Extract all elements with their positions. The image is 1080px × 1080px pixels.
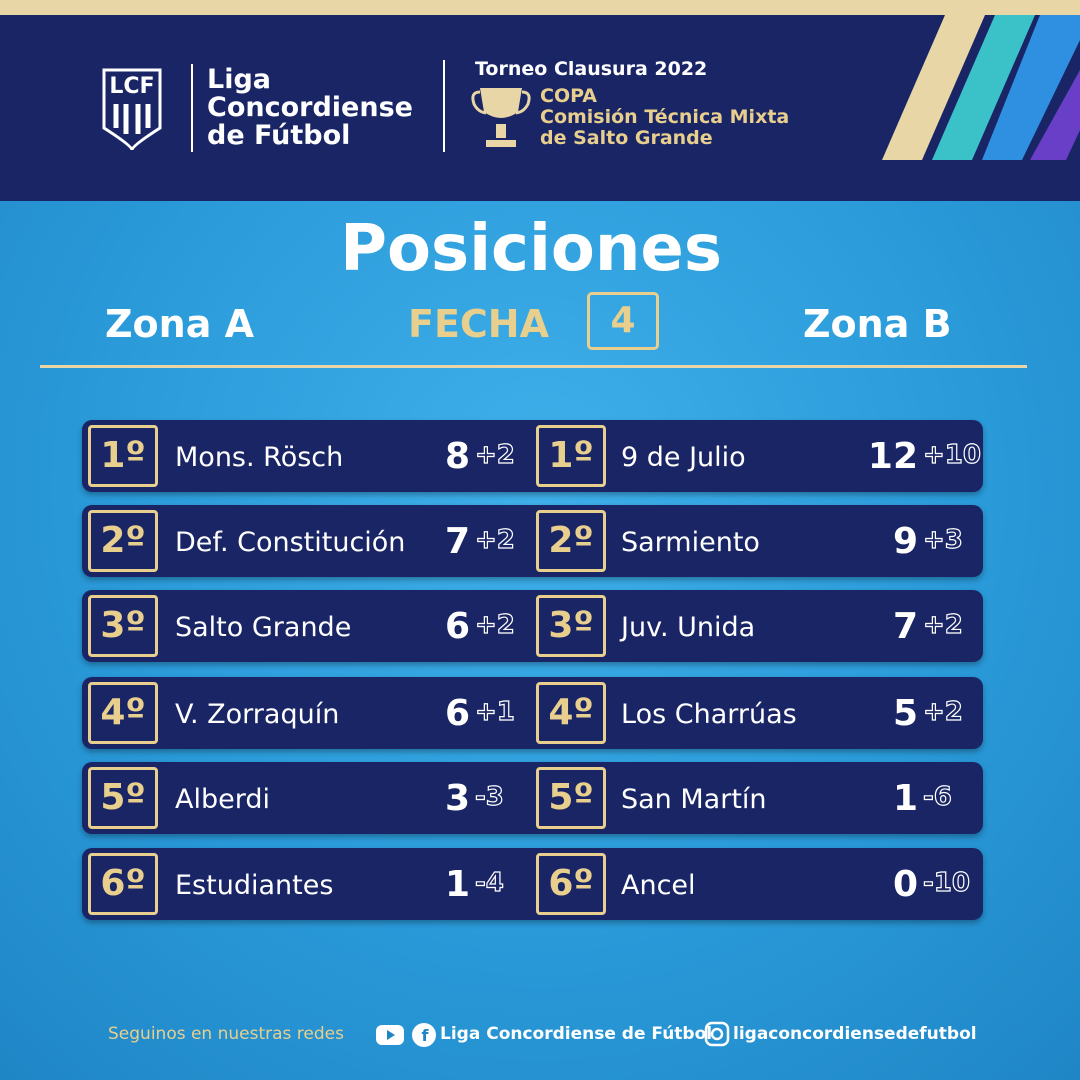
goal-difference: -6: [922, 781, 952, 812]
goal-difference: +2: [474, 609, 515, 640]
title: Posiciones: [340, 212, 722, 286]
points: 6: [444, 606, 470, 647]
position: 4º: [88, 682, 158, 744]
team-name: Def. Constitución: [175, 527, 406, 558]
standings-row: 6º Estudiantes 1 -4 6º Ancel 0 -10: [82, 848, 983, 920]
points: 5: [892, 693, 918, 734]
standings-row: 4º V. Zorraquín 6 +1 4º Los Charrúas 5 +2: [82, 677, 983, 749]
goal-difference: +1: [474, 696, 515, 727]
team-name: Estudiantes: [175, 870, 334, 901]
position: 1º: [536, 425, 606, 487]
points: 1: [444, 864, 470, 905]
rule: [40, 365, 1027, 368]
goal-difference: +10: [922, 439, 981, 470]
points: 12: [867, 436, 918, 477]
points: 0: [892, 864, 918, 905]
goal-difference: +2: [922, 609, 963, 640]
position: 3º: [88, 595, 158, 657]
team-name: Alberdi: [175, 784, 270, 815]
instagram-handle: ligaconcordiensedefutbol: [733, 1024, 977, 1044]
goal-difference: +2: [474, 439, 515, 470]
round-label: FECHA: [408, 302, 550, 346]
team-name: Mons. Rösch: [175, 442, 344, 473]
team-name: Juv. Unida: [621, 612, 756, 643]
header: [0, 15, 1080, 201]
zone-label: Zona B: [803, 302, 952, 346]
footer-text: Seguinos en nuestras redes: [108, 1024, 344, 1044]
divider: [443, 60, 445, 152]
team-name: Los Charrúas: [621, 699, 797, 730]
position: 5º: [536, 767, 606, 829]
standings-row: 5º Alberdi 3 -3 5º San Martín 1 -6: [82, 762, 983, 834]
points: 7: [892, 606, 918, 647]
league-line: Concordiense: [207, 92, 413, 123]
svg-text:f: f: [422, 1026, 430, 1045]
team-name: 9 de Julio: [621, 442, 746, 473]
top-strip: [0, 0, 1080, 15]
team-name: V. Zorraquín: [175, 699, 340, 730]
points: 3: [444, 778, 470, 819]
league-line: de Fútbol: [207, 120, 351, 151]
points: 6: [444, 693, 470, 734]
position: 4º: [536, 682, 606, 744]
position: 6º: [536, 853, 606, 915]
facebook-name: Liga Concordiense de Fútbol: [440, 1024, 713, 1044]
cup-line: Comisión Técnica Mixta: [540, 106, 790, 128]
zone-label: Zona A: [105, 302, 254, 346]
team-name: San Martín: [621, 784, 767, 815]
points: 1: [892, 778, 918, 819]
social-icons: f: [376, 1023, 436, 1047]
standings-row: 1º Mons. Rösch 8 +2 1º 9 de Julio 12 +10: [82, 420, 983, 492]
position: 5º: [88, 767, 158, 829]
goal-difference: +2: [922, 696, 963, 727]
standings-row: 3º Salto Grande 6 +2 3º Juv. Unida 7 +2: [82, 590, 983, 662]
goal-difference: -3: [474, 781, 504, 812]
league-name: Liga Concordiense de Fútbol: [207, 66, 413, 150]
goal-difference: +2: [474, 524, 515, 555]
logo-text: LCF: [109, 74, 154, 99]
round-number: 4: [587, 292, 659, 350]
position: 1º: [88, 425, 158, 487]
goal-difference: -10: [922, 867, 970, 898]
header-art: LCF: [102, 15, 1080, 160]
points: 8: [444, 436, 470, 477]
cup-line: de Salto Grande: [540, 127, 713, 149]
team-name: Salto Grande: [175, 612, 352, 643]
position: 6º: [88, 853, 158, 915]
instagram-icon: [704, 1021, 730, 1047]
tournament: Torneo Clausura 2022: [475, 58, 708, 80]
position: 3º: [536, 595, 606, 657]
league-line: Liga: [207, 64, 272, 95]
divider: [191, 64, 193, 152]
team-name: Sarmiento: [621, 527, 760, 558]
cup-line: COPA: [540, 85, 597, 107]
points: 9: [892, 521, 918, 562]
cup-name: COPA Comisión Técnica Mixta de Salto Gra…: [540, 86, 789, 149]
standings-row: 2º Def. Constitución 7 +2 2º Sarmiento 9 +3: [82, 505, 983, 577]
goal-difference: +3: [922, 524, 963, 555]
position: 2º: [536, 510, 606, 572]
goal-difference: -4: [474, 867, 504, 898]
team-name: Ancel: [621, 870, 696, 901]
points: 7: [444, 521, 470, 562]
position: 2º: [88, 510, 158, 572]
